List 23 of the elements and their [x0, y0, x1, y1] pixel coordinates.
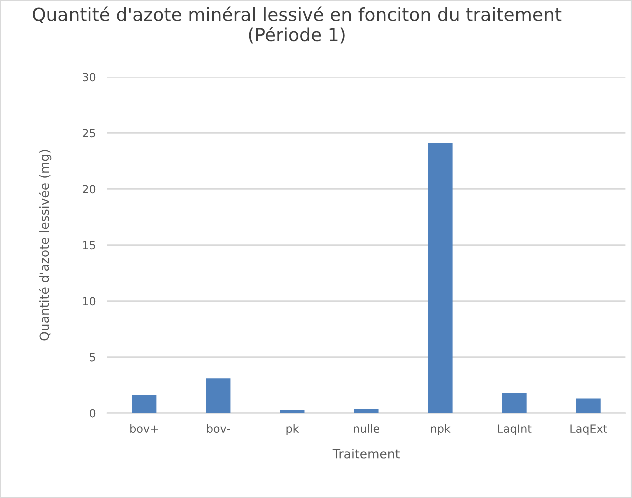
y-tick-label: 15 [83, 241, 96, 250]
x-tick-label: bov+ [130, 424, 158, 434]
x-tick-label: LaqInt [498, 424, 532, 436]
x-tick-label: npk [431, 424, 451, 436]
x-tick-label: bov- [207, 424, 230, 434]
y-tick-label: 25 [83, 129, 96, 138]
y-axis-title: Quantité d'azote lessivée (mg) [39, 150, 52, 341]
bar [576, 398, 601, 414]
bar [206, 378, 231, 414]
chart-title: Quantité d'azote minéral lessivé en fonciton du traitement (Période 1) [33, 6, 562, 44]
bar [132, 395, 157, 414]
y-tick-label: 0 [90, 409, 96, 418]
y-tick-label: 5 [90, 353, 96, 362]
bar [354, 409, 379, 414]
y-tick-label: 30 [83, 73, 96, 82]
x-axis-title: Traitement [332, 449, 400, 459]
x-tick-label: LaqExt [570, 424, 608, 436]
x-tick-label: nulle [354, 424, 380, 434]
y-tick-label: 20 [83, 185, 96, 194]
y-tick-label: 10 [83, 297, 96, 306]
bar [428, 143, 453, 414]
x-tick-label: pk [286, 424, 300, 436]
bar [502, 393, 527, 414]
